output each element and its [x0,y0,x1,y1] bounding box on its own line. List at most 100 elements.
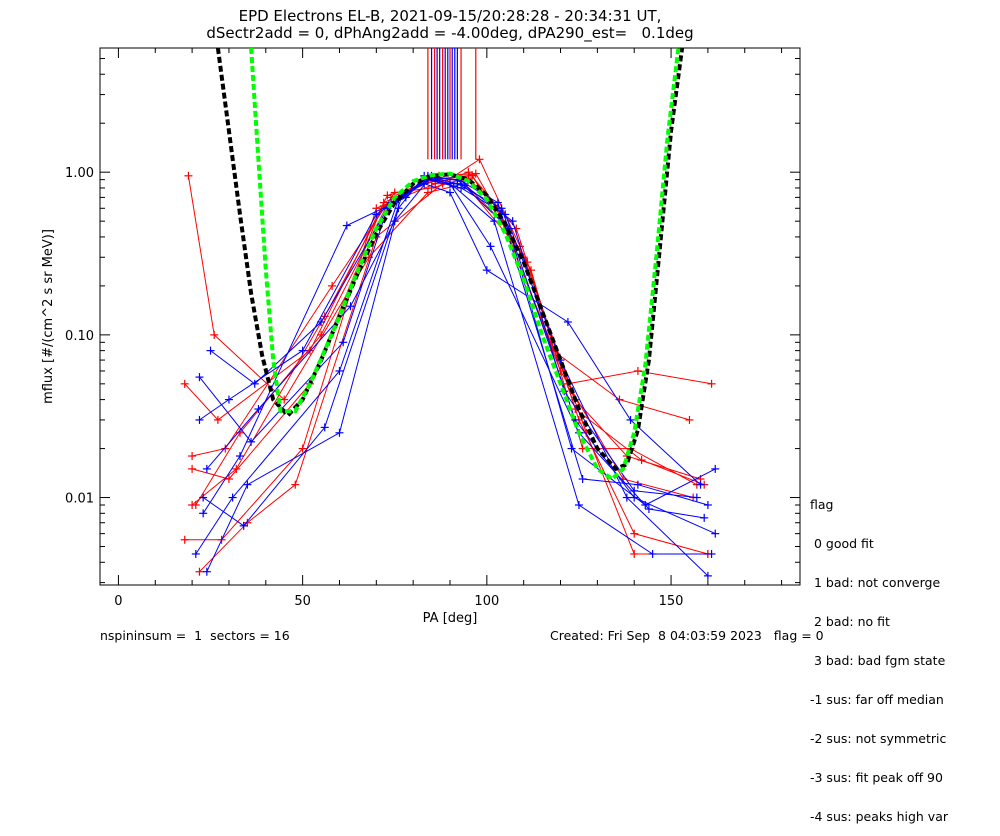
data-point [328,281,337,290]
footer-right: Created: Fri Sep 8 04:03:59 2023 flag = … [550,628,824,643]
data-point [298,346,307,355]
data-point [446,188,454,197]
series-line [206,175,709,506]
x-axis-label: PA [deg] [423,611,478,626]
data-point [202,464,211,473]
data-point [221,444,230,453]
data-point [184,171,193,180]
data-point [180,535,189,544]
data-point [508,217,517,226]
data-point [622,493,631,502]
data-point [711,529,720,538]
data-point [685,415,694,424]
data-point [427,183,436,192]
legend-item: 2 bad: no fit [810,614,890,629]
data-point [501,210,510,219]
data-point [482,266,491,275]
data-point [195,567,204,576]
series-line [187,175,712,401]
data-point [210,330,219,339]
data-point [199,509,208,518]
data-point [188,500,197,509]
data-point [239,521,248,530]
data-point [213,415,222,424]
data-point [298,444,307,453]
data-point [644,505,653,514]
x-tick-label: 150 [659,594,684,609]
data-point [707,379,716,388]
series-line [191,174,705,506]
data-point [633,480,642,489]
data-point [306,346,314,355]
data-point [630,486,639,495]
data-point [696,480,705,489]
data-point [346,302,355,311]
data-point [232,464,241,473]
data-point [224,475,233,484]
data-point [468,171,477,180]
data-point [633,366,642,375]
y-tick-label: 1.00 [65,166,94,181]
series-line [199,158,708,573]
data-point [512,224,521,233]
data-point [563,317,572,326]
data-point [195,373,204,382]
y-tick-label: 0.01 [65,492,94,507]
data-point [247,437,256,446]
x-tick-label: 50 [294,594,311,609]
flag-legend: flag 0 good fit 1 bad: not converge 2 ba… [810,472,948,836]
data-point [202,567,211,576]
x-tick-label: 0 [114,594,122,609]
data-point [335,366,344,375]
data-point [711,464,720,473]
data-point [191,549,200,558]
data-point [471,169,480,178]
data-point [486,242,495,251]
data-point [700,513,709,522]
y-axis-label: mflux [#/(cm^2 s sr MeV)] [41,229,56,404]
data-point [188,452,197,461]
series-line [199,179,697,498]
series-line [191,175,701,480]
data-point [574,500,583,509]
series-line [202,177,705,527]
legend-item: -3 sus: fit peak off 90 [810,770,943,785]
data-point [475,155,484,164]
data-point [342,221,351,230]
x-tick-label: 100 [474,594,499,609]
data-point [236,452,244,461]
data-point [188,464,197,473]
title-line-1: EPD Electrons EL-B, 2021-09-15/20:28:28 … [238,7,662,25]
data-point [493,198,502,207]
legend-heading: flag [810,497,834,512]
data-point [250,379,259,388]
data-point [703,571,712,580]
fit-curve-green [249,47,681,482]
data-point [703,500,712,509]
data-point [692,493,701,502]
data-point [228,493,237,502]
data-point [630,549,639,558]
series-line [210,183,701,486]
series-line [199,179,709,577]
title-line-2: dSectr2add = 0, dPhAng2add = -4.00deg, d… [206,24,694,42]
data-point [254,405,263,414]
data-point [460,181,469,190]
axes: 0 50 100 150 1.00 0.10 0.01 PA [deg] mflux [#/(c… [41,47,801,626]
fit-curve-black [215,47,685,472]
data-point [243,480,252,489]
data-point [320,423,329,432]
data-point [578,475,587,484]
data-point [280,395,289,404]
data-point [224,395,233,404]
data-point [648,549,657,558]
data-point [195,415,204,424]
data-point [626,415,635,424]
data-point [383,191,392,200]
data-point [339,338,348,347]
data-point [317,317,326,326]
data-point [199,493,208,502]
y-tick-label: 0.10 [65,329,94,344]
footer-left: nspininsum = 1 sectors = 16 [100,628,290,643]
series-line [191,179,694,498]
